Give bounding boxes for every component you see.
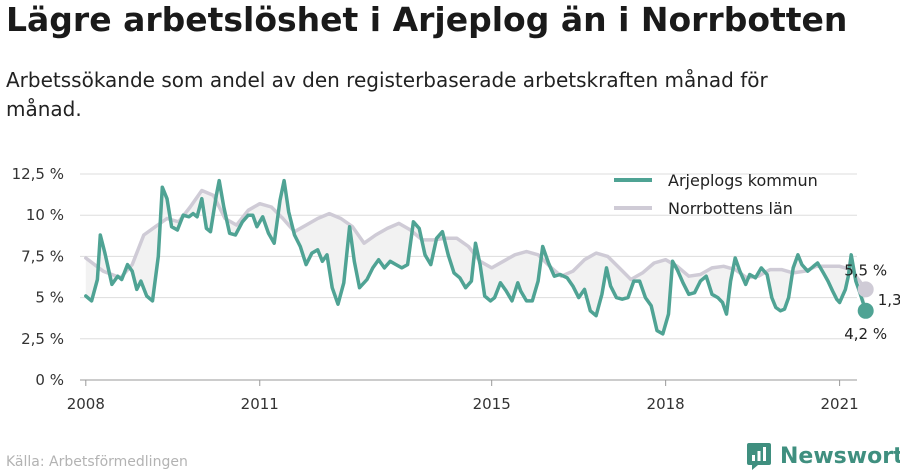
chart-subtitle: Arbetssökande som andel av den registerb… xyxy=(6,68,768,121)
annotation-difference: 1,3 % xyxy=(878,291,900,309)
chart-title: Lägre arbetslöshet i Arjeplog än i Norrb… xyxy=(6,0,848,39)
source-note: Källa: Arbetsförmedlingen xyxy=(6,454,188,470)
endpoint-norrbotten xyxy=(857,281,874,298)
series-line-arjeplog xyxy=(84,178,868,336)
difference-band xyxy=(85,180,866,334)
annotation-norrbotten-value: 5,5 % xyxy=(844,261,887,279)
x-tick-label: 2015 xyxy=(473,395,511,413)
endpoint-arjeplog xyxy=(857,302,874,319)
y-tick-label: 0 % xyxy=(35,371,64,389)
newsworthy-logo-icon xyxy=(747,443,771,470)
brand-name: Newsworthy xyxy=(780,443,900,469)
y-tick-label: 5 % xyxy=(35,289,64,307)
y-tick-label: 2,5 % xyxy=(21,330,64,348)
y-axis-ticks: 0 % 2,5 % 5 % 7,5 % 10 % 12,5 % xyxy=(12,165,64,389)
x-tick-label: 2021 xyxy=(821,395,859,413)
annotation-arjeplog-value: 4,2 % xyxy=(844,325,887,343)
y-tick-label: 12,5 % xyxy=(12,165,64,183)
x-axis-ticks: 2008 2011 2015 2018 2021 xyxy=(67,380,859,413)
y-tick-label: 10 % xyxy=(26,206,64,224)
end-annotations: 5,5 % 1,3 % 4,2 % xyxy=(844,261,900,342)
legend-label-norrbotten: Norrbottens län xyxy=(668,199,793,218)
series-lines xyxy=(84,178,868,336)
legend: Arjeplogs kommun Norrbottens län xyxy=(614,171,818,218)
brand-logo: Newsworthy xyxy=(746,441,900,471)
x-tick-label: 2011 xyxy=(241,395,279,413)
legend-label-arjeplog: Arjeplogs kommun xyxy=(668,171,818,190)
x-tick-label: 2008 xyxy=(67,395,105,413)
x-tick-label: 2018 xyxy=(647,395,685,413)
y-tick-label: 7,5 % xyxy=(21,247,64,265)
